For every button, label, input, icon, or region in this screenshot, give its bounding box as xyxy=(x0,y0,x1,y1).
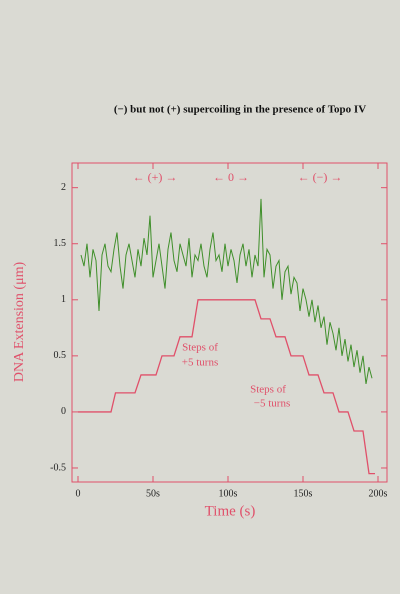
annotation: Steps of xyxy=(182,342,218,354)
plot-frame xyxy=(71,162,388,483)
x-tick-label: 150s xyxy=(294,488,313,499)
annotation: ← (−) → xyxy=(298,170,343,184)
annotation: +5 turns xyxy=(182,357,218,369)
annotation: −5 turns xyxy=(254,398,290,410)
y-tick-label: -0.5 xyxy=(50,462,66,473)
y-tick-label: 1.5 xyxy=(54,238,67,249)
x-tick-label: 200s xyxy=(369,488,388,499)
annotation: ← 0 → xyxy=(213,170,249,184)
y-tick-label: 0 xyxy=(61,406,66,417)
x-tick-label: 100s xyxy=(219,488,238,499)
annotation: Steps of xyxy=(250,384,286,396)
x-tick-label: 0 xyxy=(76,488,81,499)
x-tick-label: 50s xyxy=(146,488,160,499)
annotation: ← (+) → xyxy=(133,170,178,184)
chart-title: (−) but not (+) supercoiling in the pres… xyxy=(114,104,366,116)
series-line xyxy=(78,299,375,475)
y-tick-label: 2 xyxy=(61,182,66,193)
y-tick-label: 0.5 xyxy=(54,350,67,361)
y-tick-label: 1 xyxy=(61,294,66,305)
x-axis-label: Time (s) xyxy=(205,503,256,519)
series-line xyxy=(80,198,373,384)
y-axis-label: DNA Extension (μm) xyxy=(12,262,27,383)
